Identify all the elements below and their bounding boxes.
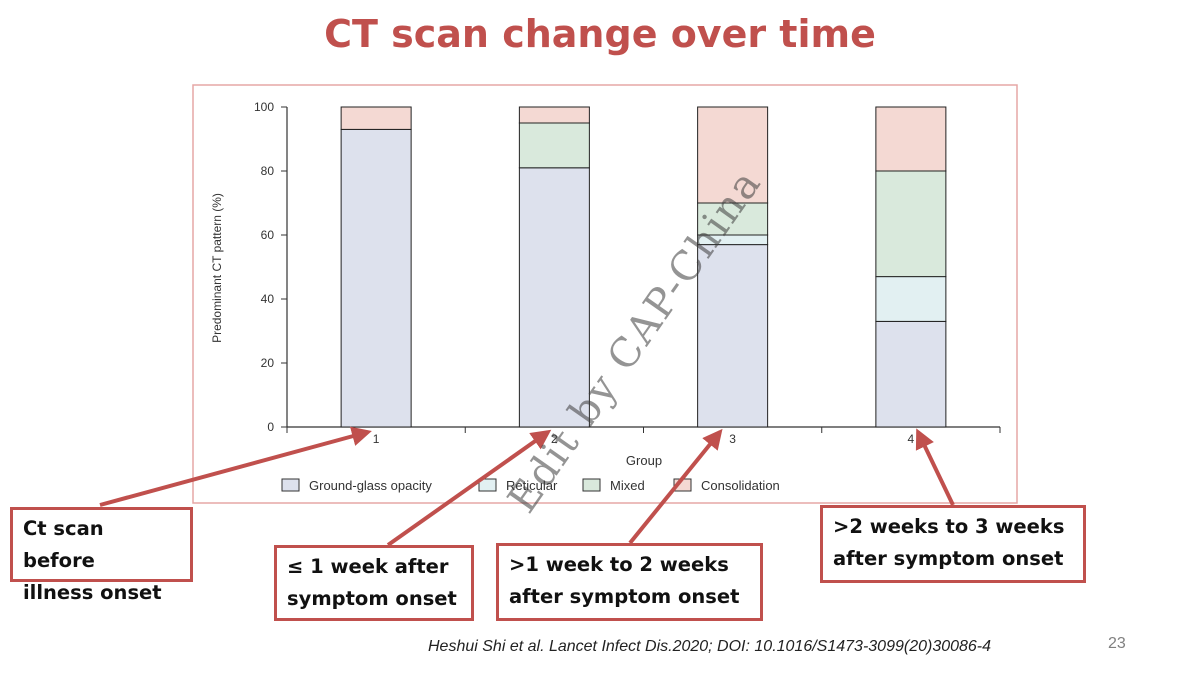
page-number: 23 <box>1108 635 1126 652</box>
bar-segment <box>875 320 947 428</box>
bar-segment <box>875 276 947 322</box>
slide-title: CT scan change over time <box>324 12 876 56</box>
bar-segment <box>875 106 947 172</box>
bar-segment <box>697 202 769 236</box>
y-tick-label: 100 <box>254 100 274 114</box>
x-axis-label: Group <box>626 453 662 468</box>
callout-before-onset: Ct scan before illness onset <box>10 507 193 604</box>
callout-line: ≤ 1 week after <box>287 555 449 578</box>
bar-segment <box>697 106 769 204</box>
legend-label: Reticular <box>506 478 558 493</box>
callout-line: after symptom onset <box>509 585 740 608</box>
callout-arrow <box>99 426 372 507</box>
bar-segment <box>340 128 412 428</box>
y-tick-label: 0 <box>267 420 274 434</box>
callout-line: Ct scan before <box>23 517 104 572</box>
y-axis-label: Predominant CT pattern (%) <box>210 193 224 343</box>
bar-segment <box>875 170 947 278</box>
bar-segment <box>697 244 769 428</box>
y-tick-label: 20 <box>261 356 275 370</box>
x-tick-label: 4 <box>908 432 915 446</box>
legend-label: Ground-glass opacity <box>309 478 432 493</box>
y-tick-label: 80 <box>261 164 275 178</box>
legend-swatch <box>582 478 601 492</box>
callout-arrow <box>628 428 723 545</box>
x-tick-label: 3 <box>729 432 736 446</box>
callout-week1-2: >1 week to 2 weeks after symptom onset <box>496 543 763 621</box>
legend-label: Consolidation <box>701 478 780 493</box>
callout-arrow <box>915 428 955 506</box>
bar-segment <box>340 106 412 130</box>
legend: Ground-glass opacity Reticular Mixed Consol… <box>281 478 780 493</box>
citation: Heshui Shi et al. Lancet Infect Dis.2020… <box>428 638 992 655</box>
legend-label: Mixed <box>610 478 645 493</box>
legend-swatch <box>281 478 300 492</box>
callout-week1: ≤ 1 week after symptom onset <box>274 545 474 621</box>
x-tick-label: 1 <box>373 432 380 446</box>
callout-line: >2 weeks to 3 weeks <box>833 515 1065 538</box>
bar-segment <box>518 106 590 124</box>
callout-line: >1 week to 2 weeks <box>509 553 729 576</box>
bar-segment <box>518 122 590 169</box>
callout-arrow <box>386 429 552 547</box>
callout-line: illness onset <box>23 581 162 604</box>
x-tick-label: 2 <box>551 432 558 446</box>
callout-line: after symptom onset <box>833 547 1064 570</box>
callout-line: symptom onset <box>287 587 457 610</box>
y-tick-label: 40 <box>261 292 275 306</box>
callout-week2-3: >2 weeks to 3 weeks after symptom onset <box>820 505 1086 583</box>
legend-swatch <box>478 478 497 492</box>
callout-arrows <box>99 426 955 547</box>
chart-border <box>192 84 1018 504</box>
y-tick-label: 60 <box>261 228 275 242</box>
bar-segment <box>518 167 590 428</box>
